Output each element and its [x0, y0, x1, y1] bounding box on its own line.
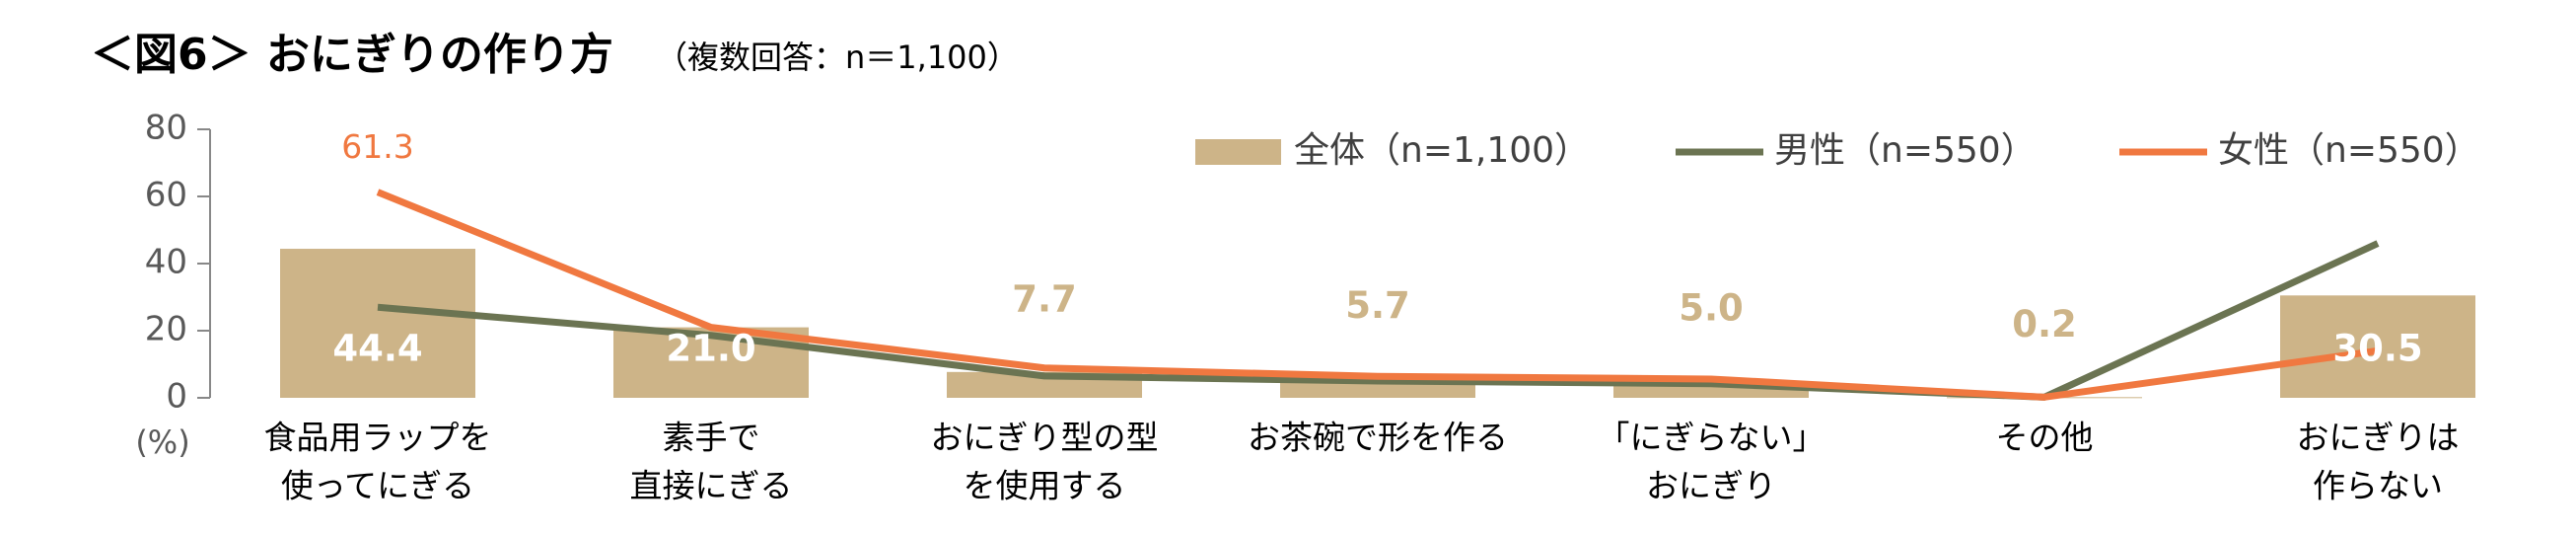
legend-label: 男性（n=550）: [1774, 130, 2037, 171]
y-tick-label: 60: [145, 176, 187, 215]
chart-title: ＜図6＞ おにぎりの作り方: [91, 30, 613, 80]
x-tick-label: 食品用ラップを: [264, 419, 492, 457]
value-label: 61.3: [341, 127, 413, 166]
value-label: 30.5: [2332, 328, 2422, 370]
value-label: 44.4: [332, 328, 422, 370]
y-tick-label: 80: [145, 109, 187, 148]
x-tick-label: 直接にぎる: [630, 467, 793, 505]
y-unit: (%): [135, 423, 189, 461]
y-tick-label: 40: [145, 243, 187, 282]
bar: [2280, 295, 2475, 398]
x-tick-label: おにぎり: [1646, 467, 1776, 505]
legend-label: 女性（n=550）: [2218, 130, 2480, 171]
value-label: 5.0: [1679, 287, 1744, 330]
x-tick-label: 作らない: [2313, 467, 2443, 505]
legend-label: 全体（n=1,100）: [1294, 130, 1590, 171]
x-tick-label: おにぎり型の型: [931, 419, 1159, 457]
value-label: 21.0: [666, 328, 755, 370]
y-tick-label: 0: [166, 377, 187, 417]
x-tick-label: 素手で: [663, 419, 760, 457]
x-tick-label: お茶碗で形を作る: [1248, 419, 1508, 457]
chart-subtitle: （複数回答：n＝1,100）: [656, 38, 1019, 76]
value-label: 5.7: [1345, 284, 1410, 327]
value-label: 0.2: [2012, 303, 2077, 345]
line: [376, 189, 2379, 401]
bar: [280, 249, 475, 398]
x-tick-label: 使ってにぎる: [281, 467, 474, 505]
value-label: 7.7: [1012, 277, 1077, 320]
legend-swatch: [1195, 139, 1281, 165]
x-tick-label: を使用する: [964, 467, 1126, 505]
y-tick-label: 20: [145, 310, 187, 349]
x-tick-label: おにぎりは: [2297, 419, 2460, 457]
bar: [613, 327, 809, 398]
x-tick-label: その他: [1996, 419, 2094, 457]
x-tick-label: 「にぎらない」: [1598, 419, 1825, 457]
